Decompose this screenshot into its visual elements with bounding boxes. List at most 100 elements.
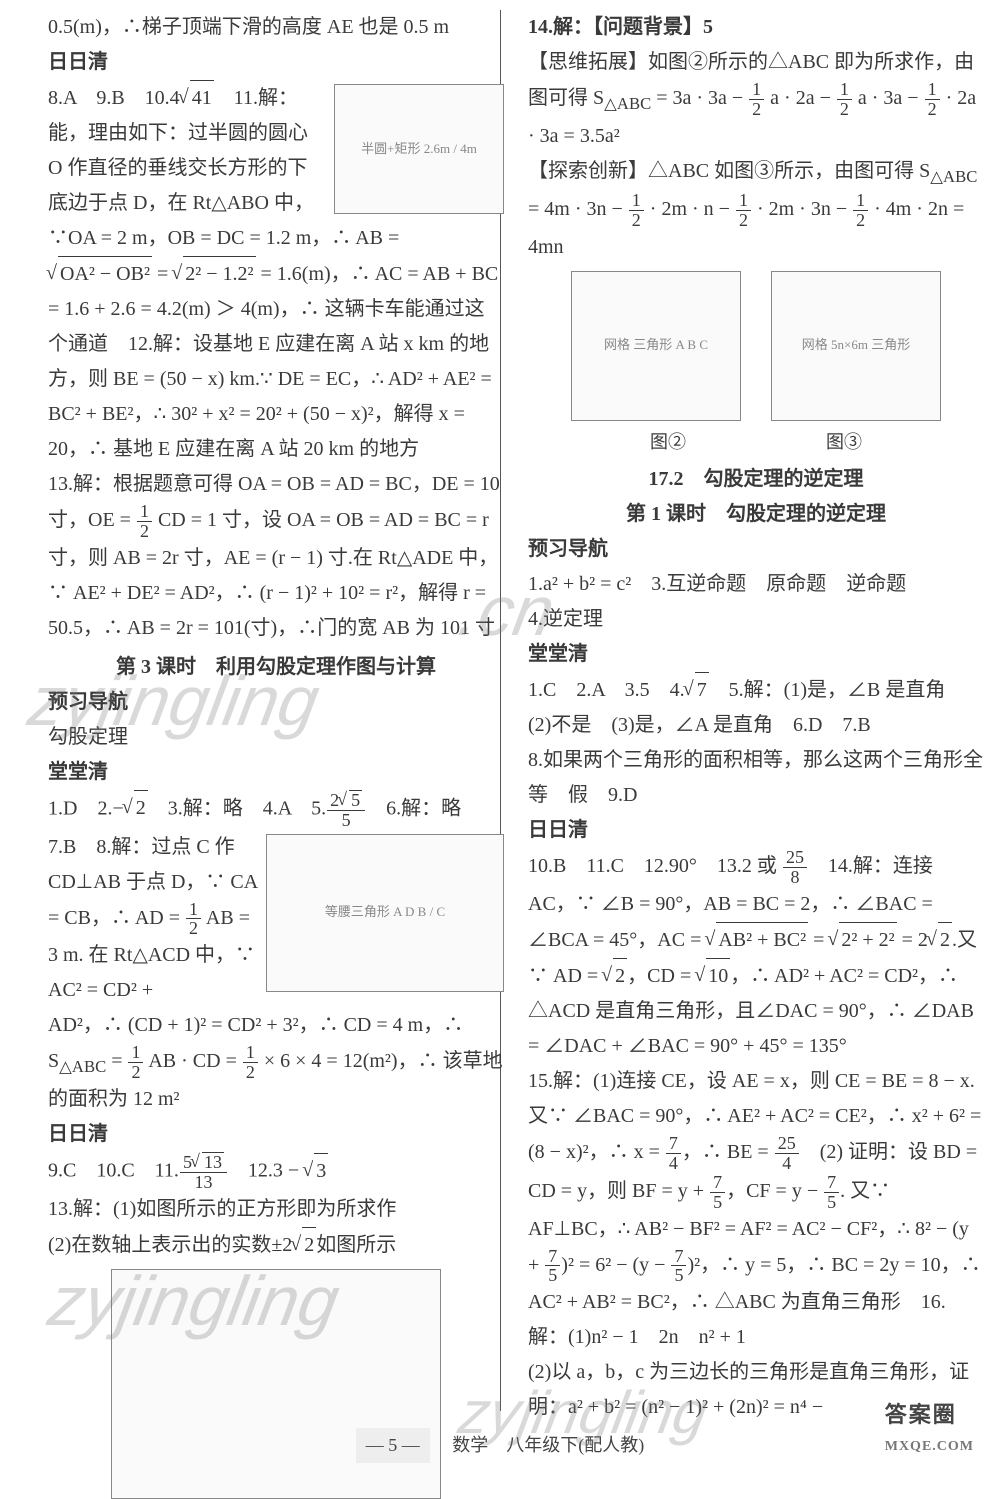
- stamp-title: 答案圈: [885, 1402, 957, 1427]
- t: =: [808, 929, 829, 951]
- number-line-grid-diagram: [111, 1269, 441, 1499]
- frac: 75: [544, 1247, 561, 1286]
- text: 4.逆定理: [528, 602, 984, 637]
- t: = 1.6(m)，∴ AC = AB + BC = 1.6 + 2.6 = 4.…: [48, 263, 498, 460]
- frac: 51313: [179, 1152, 228, 1192]
- text: 0.5(m)，∴梯子顶端下滑的高度 AE 也是 0.5 m: [48, 10, 504, 45]
- t: 1.D 2.−: [48, 797, 124, 819]
- page-footer: — 5 — 数学 八年级下(配人教): [0, 1428, 1000, 1464]
- text: (2)在数轴上表示出的实数±22如图所示: [48, 1227, 504, 1263]
- heading: 日日清: [528, 813, 984, 848]
- text: 【探索创新】△ABC 如图③所示，由图可得 S△ABC = 4m · 3n − …: [528, 154, 984, 265]
- heading: 堂堂清: [48, 755, 504, 790]
- heading: 日日清: [48, 45, 504, 80]
- sub: △ABC: [604, 94, 651, 113]
- heading: 预习导航: [528, 532, 984, 567]
- caption: 图③: [826, 427, 862, 459]
- answer-stamp: 答案圈 MXQE.COM: [875, 1390, 984, 1465]
- sqrt: 3: [304, 1153, 328, 1189]
- t: (2)在数轴上表示出的实数±2: [48, 1234, 292, 1256]
- caption: 图②: [650, 427, 686, 459]
- frac: 12: [836, 80, 853, 119]
- text: 1.D 2.−2 3.解：略 4.A 5.255 6.解：略: [48, 790, 504, 830]
- left-column: 0.5(m)，∴梯子顶端下滑的高度 AE 也是 0.5 m 日日清 半圆+矩形 …: [48, 10, 516, 1420]
- t: ，CD =: [627, 965, 696, 987]
- diagram-row: 网格 三角形 A B C 网格 5n×6m 三角形: [528, 271, 984, 421]
- t: ，CF = y −: [726, 1180, 823, 1202]
- text: AD²，∴ (CD + 1)² = CD² + 3²，∴ CD = 4 m，∴ …: [48, 1008, 504, 1117]
- sqrt: AB² + BC²: [706, 922, 808, 958]
- section-title: 第 3 课时 利用勾股定理作图与计算: [48, 650, 504, 685]
- section-subtitle: 第 1 课时 勾股定理的逆定理: [528, 497, 984, 532]
- text: 1.C 2.A 3.5 4.7 5.解：(1)是，∠B 是直角 (2)不是 (3…: [528, 672, 984, 743]
- t: a · 2a −: [765, 87, 836, 109]
- text: 8.如果两个三角形的面积相等，那么这两个三角形全等 假 9.D: [528, 743, 984, 813]
- frac: 12: [242, 1043, 259, 1082]
- sqrt: 41: [180, 80, 214, 116]
- text: 9.C 10.C 11.51313 12.3 − 3: [48, 1152, 504, 1192]
- sub: △ABC: [930, 167, 977, 186]
- grid-triangle-diagram-3: 网格 5n×6m 三角形: [771, 271, 941, 421]
- grid-triangle-diagram-2: 网格 三角形 A B C: [571, 271, 741, 421]
- frac: 75: [823, 1173, 840, 1212]
- t: 3.解：略 4.A 5.: [148, 797, 326, 819]
- frac: 75: [709, 1173, 726, 1212]
- t: a · 3a −: [853, 87, 924, 109]
- ans: 11.解：: [214, 87, 298, 109]
- frac: 12: [748, 80, 765, 119]
- t: 10.B 11.C 12.90° 13.2 或: [528, 855, 782, 877]
- t: ，∴ BE =: [682, 1141, 774, 1163]
- page-number: — 5 —: [356, 1428, 430, 1464]
- t: 14.解：【问题背景】5: [528, 16, 713, 38]
- semicircle-rect-diagram: 半圆+矩形 2.6m / 4m: [334, 84, 504, 214]
- heading: 日日清: [48, 1117, 504, 1152]
- t: · 2m · 3n −: [752, 198, 852, 220]
- right-column: 14.解：【问题背景】5 【思维拓展】如图②所示的△ABC 即为所求作，由图可得…: [516, 10, 984, 1420]
- heading: 堂堂清: [528, 637, 984, 672]
- text: 15.解：(1)连接 CE，设 AE = x，则 CE = BE = 8 − x…: [528, 1064, 984, 1355]
- text: 14.解：【问题背景】5: [528, 10, 984, 45]
- t: 12.3 −: [228, 1160, 304, 1182]
- t: )² = 6² − (y −: [561, 1254, 670, 1276]
- frac: 12: [127, 1043, 144, 1082]
- t: 6.解：略: [366, 797, 461, 819]
- sqrt: OA² − OB²: [48, 256, 152, 292]
- sqrt: 7: [685, 672, 709, 708]
- t: 【探索创新】△ABC 如图③所示，由图可得 S: [528, 160, 930, 182]
- text: 10.B 11.C 12.90° 13.2 或 258 14.解：连接 AC，∵…: [528, 848, 984, 1064]
- sub: △ABC: [59, 1057, 106, 1076]
- sqrt: 2: [292, 1227, 316, 1263]
- t: 如图所示: [316, 1234, 396, 1256]
- t: 1.C 2.A 3.5 4.: [528, 679, 685, 701]
- frac: 258: [782, 848, 808, 887]
- frac: 255: [326, 790, 366, 830]
- frac: 12: [852, 191, 869, 230]
- text: 【思维拓展】如图②所示的△ABC 即为所求作，由图可得 S△ABC = 3a ·…: [528, 45, 984, 154]
- heading: 预习导航: [48, 685, 504, 720]
- t: =: [106, 1050, 127, 1072]
- caption-row: 图② 图③: [528, 427, 984, 459]
- sqrt: 2: [928, 922, 952, 958]
- frac: 74: [665, 1134, 682, 1173]
- sqrt: 2² − 1.2²: [173, 256, 255, 292]
- sqrt: 10: [696, 958, 730, 994]
- frac: 12: [735, 191, 752, 230]
- text: 13.解：(1)如图所示的正方形即为所求作: [48, 1192, 504, 1227]
- frac: 12: [924, 80, 941, 119]
- text: 1.a² + b² = c² 3.互逆命题 原命题 逆命题: [528, 567, 984, 602]
- frac: 12: [136, 502, 153, 541]
- text: 13.解：根据题意可得 OA = OB = AD = BC，DE = 10 寸，…: [48, 467, 504, 646]
- isoceles-triangle-diagram: 等腰三角形 A D B / C: [266, 834, 504, 992]
- t: AB · CD =: [144, 1050, 241, 1072]
- text: OA² − OB² = 2² − 1.2² = 1.6(m)，∴ AC = AB…: [48, 256, 504, 467]
- frac: 254: [774, 1134, 800, 1173]
- t: = 4m · 3n −: [528, 198, 628, 220]
- t: = 2: [897, 929, 928, 951]
- sqrt: 2² + 2²: [829, 922, 896, 958]
- section-title: 17.2 勾股定理的逆定理: [528, 462, 984, 497]
- t: 9.C 10.C 11.: [48, 1160, 179, 1182]
- text: 勾股定理: [48, 720, 504, 755]
- frac: 75: [670, 1247, 687, 1286]
- ans: 8.A 9.B 10.4: [48, 87, 180, 109]
- frac: 12: [628, 191, 645, 230]
